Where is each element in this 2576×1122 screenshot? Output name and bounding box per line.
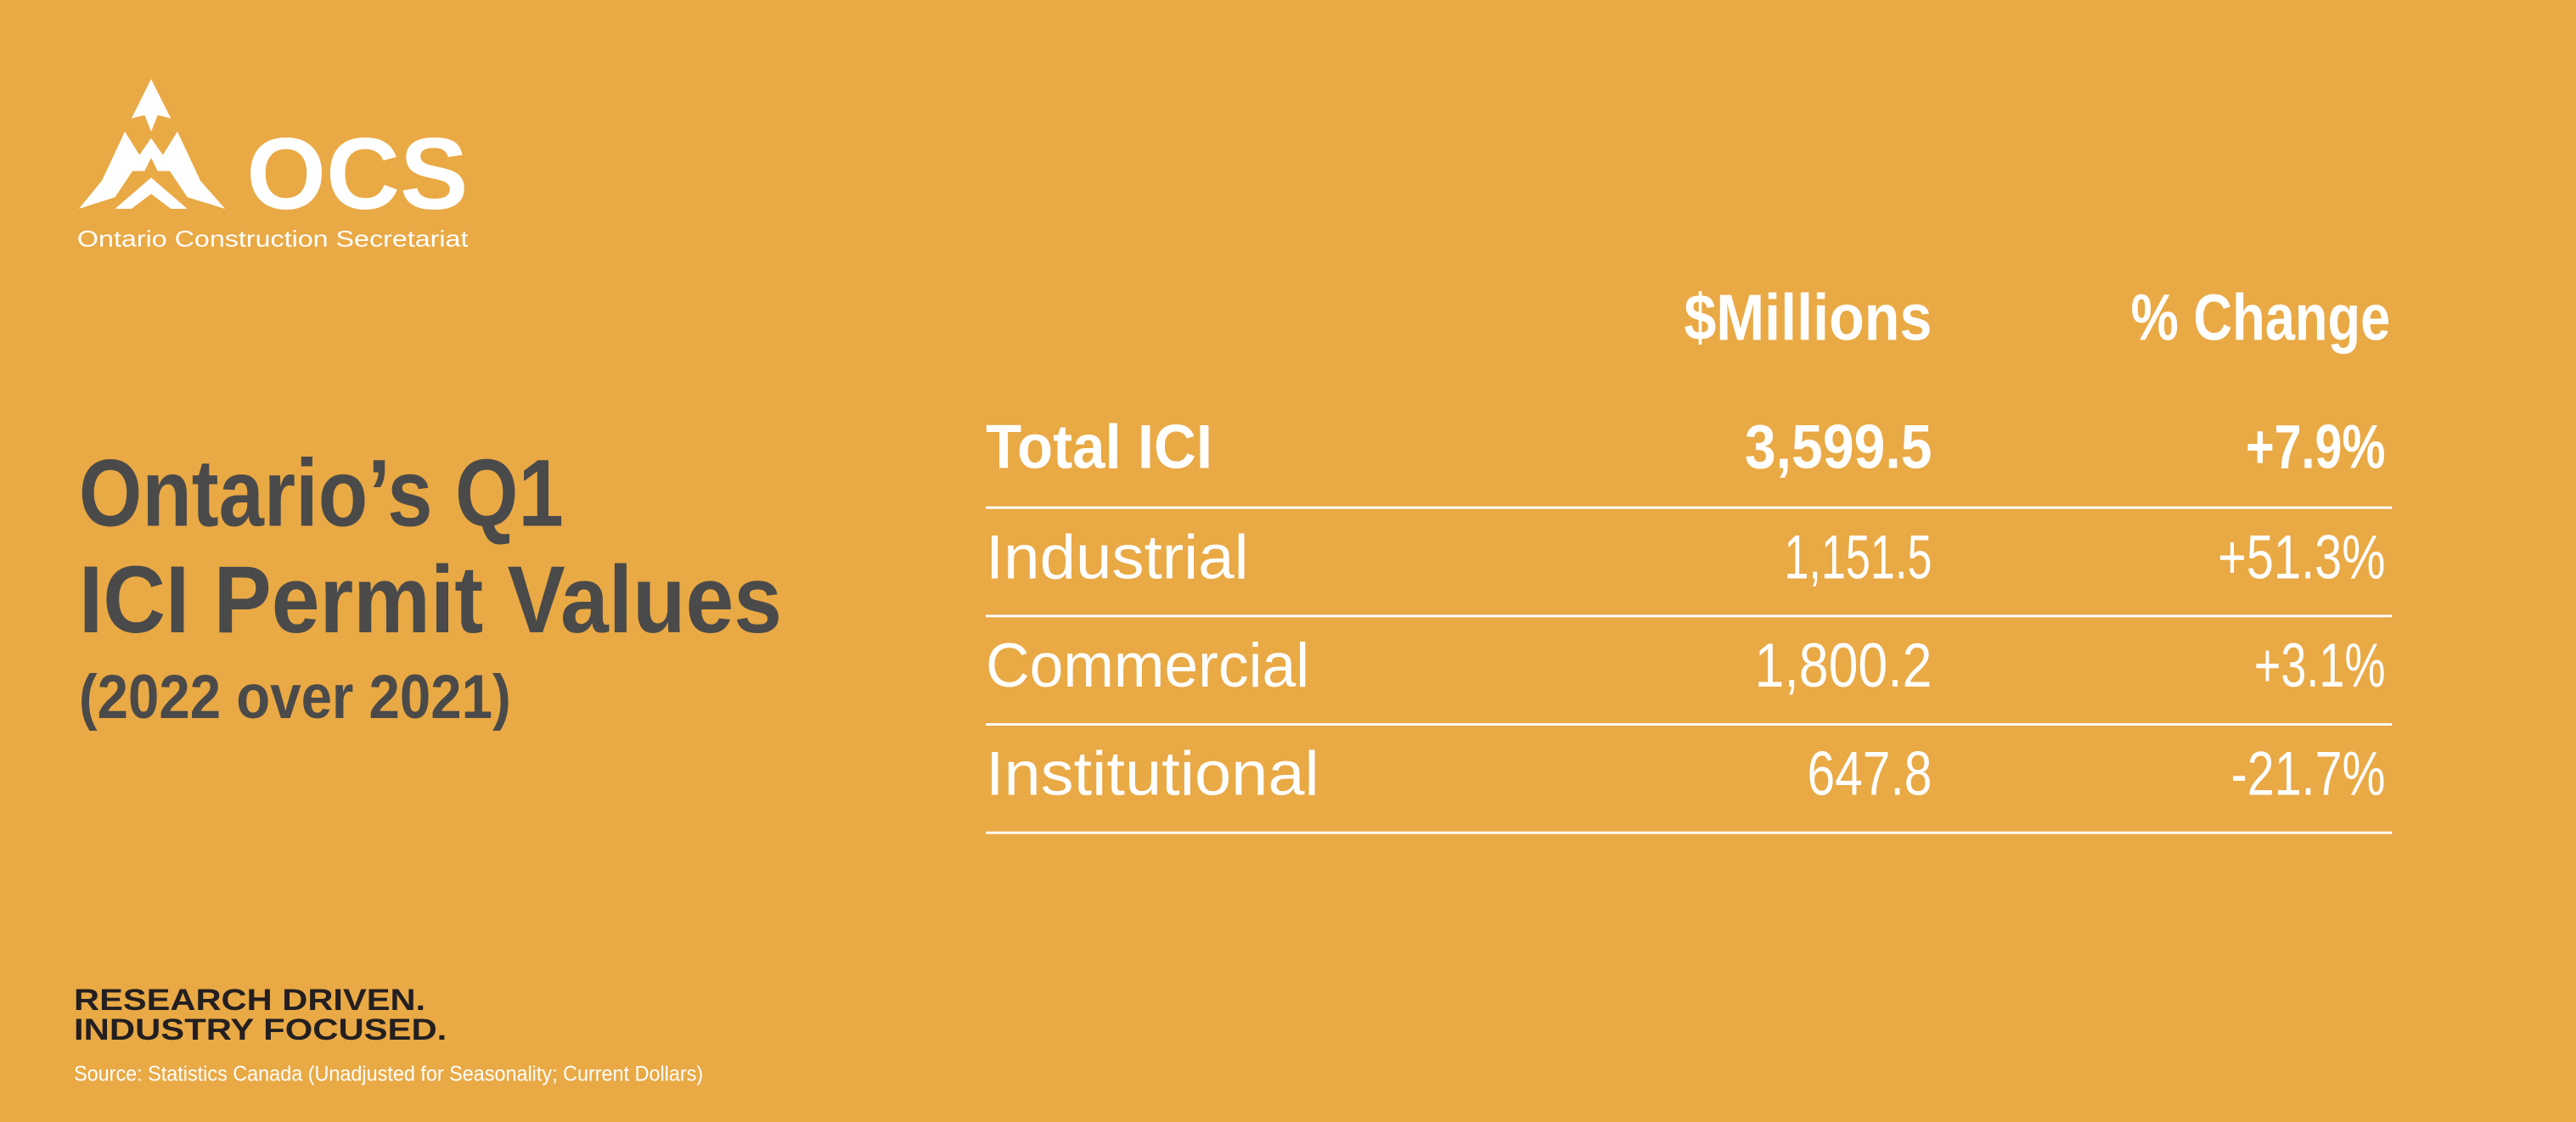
cell: +51.3% (2218, 521, 2385, 592)
cell: -21.7% (2231, 738, 2386, 809)
subtitle: (2022 over 2021) (79, 661, 511, 732)
title-line: ICI Permit Values (79, 546, 782, 653)
cell: 1,151.5 (1784, 521, 1932, 592)
row-label: Commercial (986, 630, 1309, 700)
source-note: Source: Statistics Canada (Unadjusted fo… (74, 1062, 703, 1086)
row-label: Industrial (986, 521, 1249, 592)
logo-name: Ontario Construction Secretariat (77, 225, 469, 251)
logo-mark: OCS (246, 117, 468, 231)
title-line: Ontario’s Q1 (79, 439, 564, 546)
cell: 3,599.5 (1745, 412, 1932, 482)
row-label: Institutional (986, 738, 1319, 809)
row-label: Total ICI (986, 412, 1212, 482)
tagline: INDUSTRY FOCUSED. (74, 1013, 447, 1046)
cell: +3.1% (2254, 630, 2386, 700)
tagline: RESEARCH DRIVEN. (74, 984, 425, 1017)
column-header: $Millions (1684, 282, 1932, 355)
cell: 1,800.2 (1755, 630, 1932, 700)
logo-icon (78, 79, 226, 209)
cell: 647.8 (1807, 738, 1932, 809)
column-header: % Change (2131, 282, 2391, 355)
cell: +7.9% (2246, 412, 2385, 482)
